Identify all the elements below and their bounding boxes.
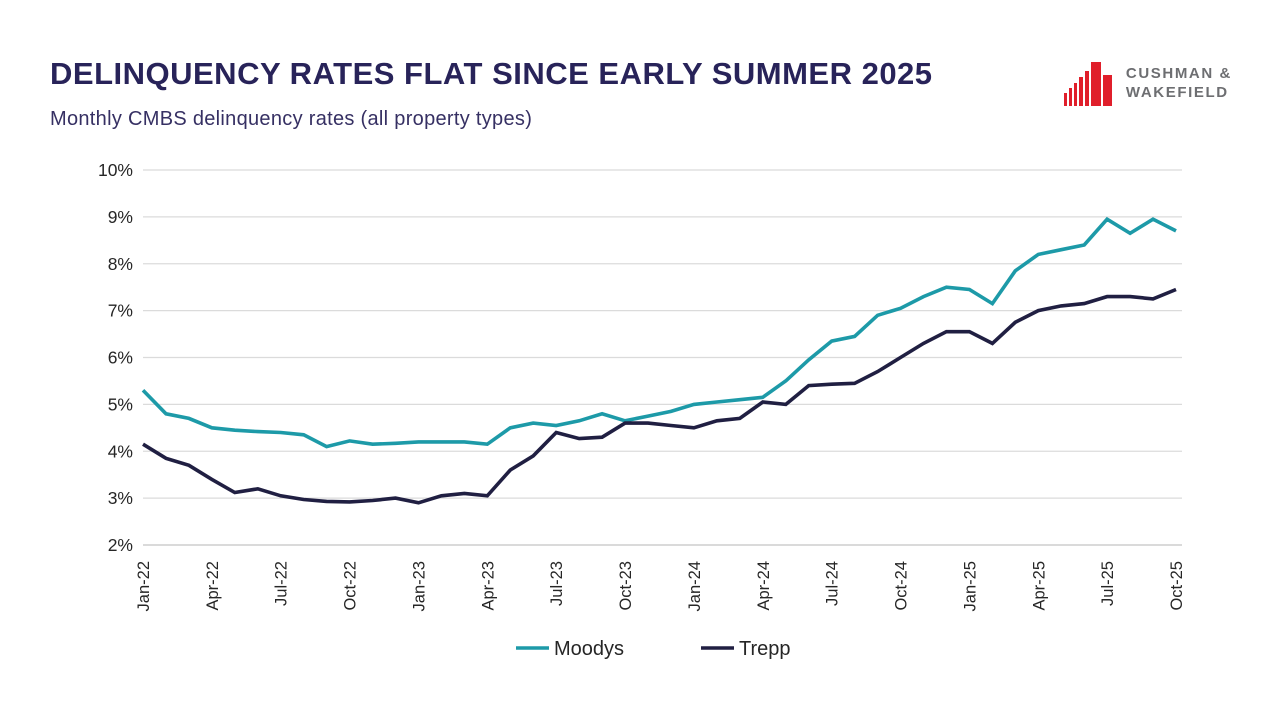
x-tick-label: Jul-25 — [1099, 561, 1117, 606]
brand-name-line1: CUSHMAN & — [1125, 65, 1232, 82]
y-tick-label: 6% — [108, 348, 133, 368]
logo-bar — [1063, 93, 1067, 106]
brand-name: CUSHMAN & WAKEFIELD — [1126, 64, 1232, 102]
y-tick-label: 2% — [108, 535, 133, 555]
series-line-trepp — [142, 287, 1177, 505]
x-tick-label: Apr-23 — [479, 561, 497, 611]
x-tick-label: Apr-22 — [204, 561, 222, 611]
legend-label-moodys: Moodys — [554, 638, 624, 660]
y-tick-label: 10% — [98, 160, 133, 180]
x-tick-label: Jul-24 — [824, 561, 842, 606]
x-tick-label: Oct-22 — [342, 561, 360, 611]
x-tick-label: Oct-23 — [617, 561, 635, 611]
logo-bar — [1090, 62, 1101, 106]
logo-bar — [1084, 71, 1089, 106]
legend-label-trepp: Trepp — [739, 638, 791, 660]
delinquency-line-chart: 2% 3% 4% 5% 6% 7% 8% 9% 10% Jan-22 Apr-22 Jul-22 Oct… — [0, 150, 1280, 720]
cushman-wakefield-logo: CUSHMAN & WAKEFIELD — [1063, 60, 1232, 106]
x-tick-label: Jan-25 — [961, 561, 979, 611]
x-tick-label: Jan-23 — [410, 561, 428, 611]
y-tick-label: 7% — [108, 301, 133, 321]
logo-bar — [1078, 77, 1083, 106]
x-tick-label: Apr-25 — [1030, 561, 1048, 611]
series-line-moodys — [141, 216, 1177, 449]
x-tick-label: Jul-23 — [548, 561, 566, 606]
y-tick-label: 5% — [108, 394, 133, 414]
x-tick-label: Jan-22 — [135, 561, 153, 611]
y-tick-label: 4% — [108, 441, 133, 461]
y-tick-label: 8% — [108, 254, 133, 274]
x-tick-label: Oct-24 — [893, 561, 911, 611]
chart-subtitle: Monthly CMBS delinquency rates (all prop… — [50, 108, 533, 130]
logo-bar — [1068, 88, 1072, 106]
x-tick-label: Oct-25 — [1168, 561, 1186, 611]
chart-canvas: 2% 3% 4% 5% 6% 7% 8% 9% 10% Jan-22 Apr-22 Jul-22 Oct… — [98, 160, 1186, 660]
logo-bar — [1102, 75, 1112, 106]
report-header: DELINQUENCY RATES FLAT SINCE EARLY SUMME… — [50, 56, 933, 131]
logo-bar — [1073, 83, 1077, 106]
brand-name-line2: WAKEFIELD — [1125, 84, 1229, 101]
y-tick-label: 9% — [108, 207, 133, 227]
x-tick-label: Apr-24 — [755, 561, 773, 611]
y-tick-label: 3% — [108, 488, 133, 508]
building-bars-icon — [1063, 62, 1112, 106]
x-tick-label: Jan-24 — [686, 561, 704, 611]
x-tick-label: Jul-22 — [273, 561, 291, 606]
page-title: DELINQUENCY RATES FLAT SINCE EARLY SUMME… — [50, 56, 933, 91]
